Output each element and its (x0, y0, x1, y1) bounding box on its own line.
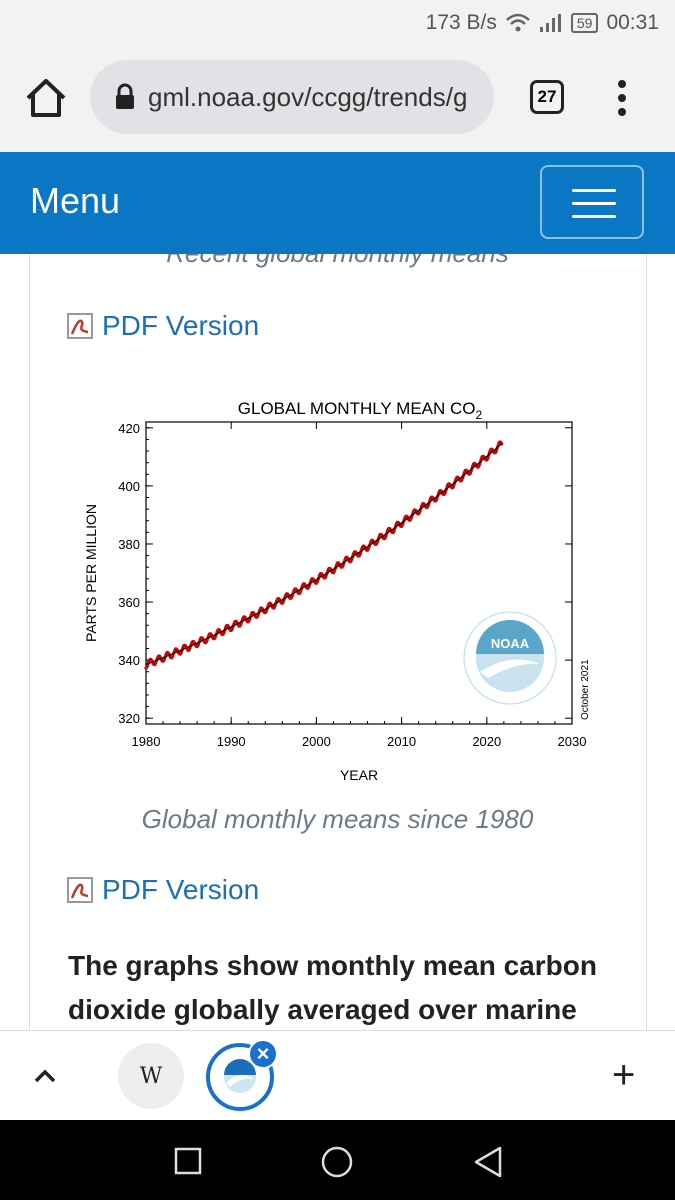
noaa-tab[interactable] (206, 1043, 274, 1111)
address-bar[interactable]: gml.noaa.gov/ccgg/trends/g (90, 60, 494, 134)
new-tab-button[interactable]: + (612, 1053, 636, 1097)
monthly-mean-line (145, 440, 503, 669)
recents-icon[interactable] (174, 1147, 202, 1175)
close-tab-icon[interactable]: × (248, 1039, 278, 1069)
browser-toolbar: gml.noaa.gov/ccgg/trends/g 27 (0, 46, 675, 152)
tab-switcher-button[interactable]: 27 (530, 80, 564, 114)
network-speed: 173 B/s (425, 11, 497, 34)
lock-icon (116, 83, 134, 109)
pdf-link-1[interactable]: PDF Version (66, 310, 259, 342)
chevron-up-icon[interactable] (30, 1061, 60, 1091)
signal-icon (539, 14, 561, 32)
content-card (29, 254, 647, 1030)
x-tick-label: 2000 (302, 734, 331, 749)
x-tick-label: 1990 (217, 734, 246, 749)
home-nav-icon[interactable] (320, 1145, 354, 1179)
x-tick-label: 2010 (387, 734, 416, 749)
system-navigation-bar (0, 1120, 675, 1200)
hamburger-menu-button[interactable] (540, 165, 644, 239)
chart-title: GLOBAL MONTHLY MEAN CO2 (238, 399, 483, 422)
back-icon[interactable] (472, 1145, 504, 1179)
logo-text: NOAA (491, 636, 530, 651)
y-tick-label: 360 (118, 595, 140, 610)
x-tick-label: 2020 (472, 734, 501, 749)
noaa-icon (224, 1059, 256, 1093)
pdf-link-label: PDF Version (102, 874, 260, 905)
x-axis-label: YEAR (340, 767, 378, 783)
pdf-icon (67, 313, 93, 339)
figure-caption: Global monthly means since 1980 (141, 804, 534, 834)
bottom-tab-strip: W × + (0, 1030, 675, 1120)
noaa-logo: NOAA (463, 611, 557, 705)
battery-icon: 59 (570, 13, 599, 33)
pdf-link-label: PDF Version (102, 310, 260, 341)
y-tick-label: 420 (118, 421, 140, 436)
y-tick-label: 380 (118, 537, 140, 552)
y-tick-label: 400 (118, 479, 140, 494)
home-icon[interactable] (22, 76, 70, 120)
wifi-icon (506, 13, 530, 32)
clock: 00:31 (606, 11, 659, 34)
page-content: Recent global monthly means PDF Version … (0, 254, 675, 1030)
data-series (144, 440, 504, 670)
wikipedia-icon: W (139, 1063, 163, 1089)
previous-figure-caption: Recent global monthly means (0, 254, 675, 269)
x-tick-label: 2030 (558, 734, 587, 749)
pdf-icon (67, 877, 93, 903)
trend-line (145, 443, 503, 666)
y-axis-label: PARTS PER MILLION (83, 504, 99, 642)
tab-count: 27 (537, 87, 557, 106)
chart-svg: GLOBAL MONTHLY MEAN CO2 1980 1990 2000 2010… (83, 399, 591, 783)
y-tick-label: 340 (118, 653, 140, 668)
date-stamp: October 2021 (580, 659, 591, 720)
menu-label: Menu (30, 180, 121, 221)
pdf-link-2[interactable]: PDF Version (66, 874, 259, 906)
overflow-menu-icon[interactable] (608, 76, 636, 120)
status-bar: 173 B/s 59 00:31 (0, 0, 675, 46)
wikipedia-tab[interactable]: W (118, 1043, 184, 1109)
axis-ticks: 1980 1990 2000 2010 2020 2030 320 340 360 380 400 4… (118, 421, 586, 749)
co2-chart: GLOBAL MONTHLY MEAN CO2 1980 1990 2000 2010… (78, 390, 608, 790)
battery-level: 59 (576, 15, 593, 31)
description-paragraph: The graphs show monthly mean carbon diox… (68, 950, 597, 1025)
y-tick-label: 320 (118, 711, 140, 726)
site-navbar: Menu (0, 152, 675, 254)
x-tick-label: 1980 (132, 734, 161, 749)
url-text: gml.noaa.gov/ccgg/trends/g (148, 81, 468, 112)
